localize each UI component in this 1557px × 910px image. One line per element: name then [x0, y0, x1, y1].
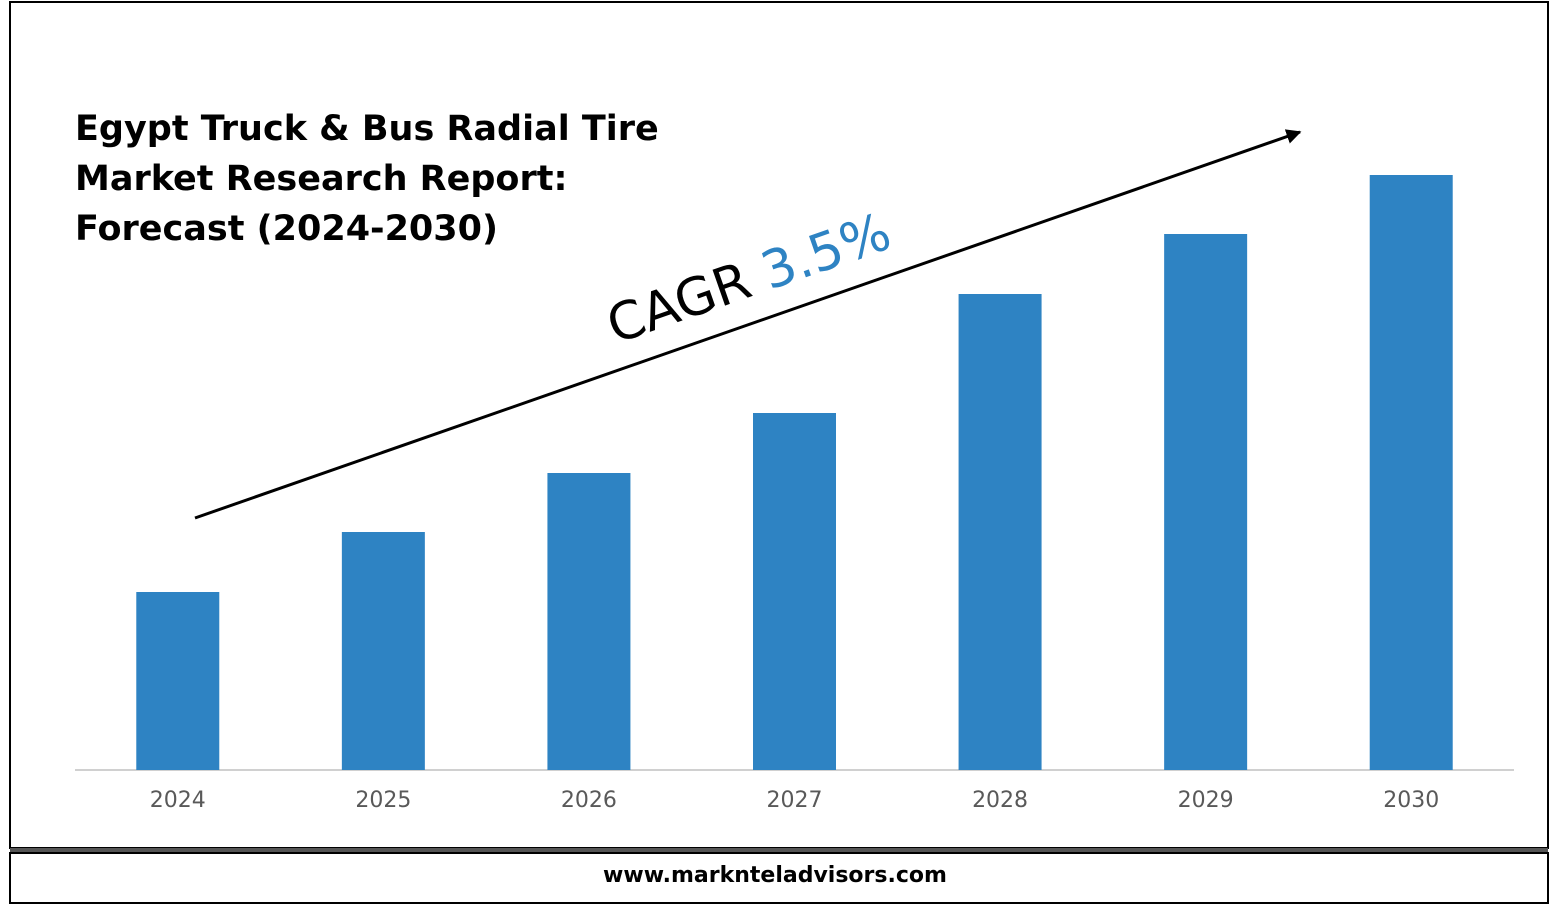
chart-title: Egypt Truck & Bus Radial Tire	[75, 109, 659, 149]
bar	[136, 592, 220, 770]
x-tick-label: 2026	[561, 788, 617, 813]
chart-title: Forecast (2024-2030)	[75, 209, 498, 249]
bar	[1164, 234, 1248, 770]
bar	[341, 532, 425, 770]
chart-title: Market Research Report:	[75, 159, 567, 199]
footer-frame	[9, 852, 1549, 904]
x-tick-label: 2028	[972, 788, 1028, 813]
bar	[1369, 175, 1453, 770]
x-tick-label: 2024	[150, 788, 206, 813]
trend-arrow	[194, 129, 1302, 520]
x-tick-label: 2027	[767, 788, 823, 813]
bar	[547, 473, 631, 770]
x-tick-label: 2025	[355, 788, 411, 813]
x-tick-label: 2029	[1178, 788, 1234, 813]
bar	[958, 294, 1042, 770]
bar	[753, 413, 836, 770]
x-tick-label: 2030	[1383, 788, 1439, 813]
footer-text: www.marknteladvisors.com	[603, 863, 947, 888]
footer-shadow	[10, 848, 1548, 853]
